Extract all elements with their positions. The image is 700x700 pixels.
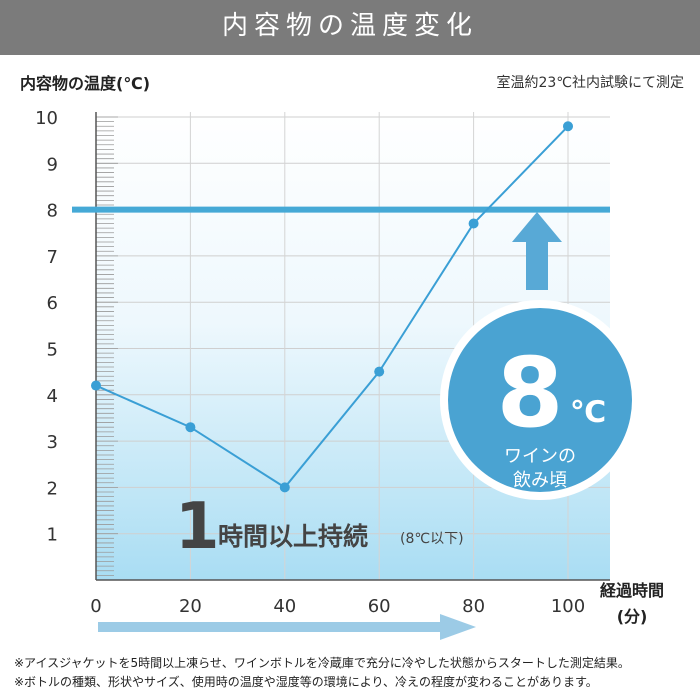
- x-tick-label: 0: [90, 596, 101, 617]
- x-axis-label: 経過時間 (分): [600, 578, 664, 630]
- x-axis-label-line1: 経過時間: [600, 581, 665, 600]
- x-tick-label: 40: [273, 596, 296, 617]
- footnote-2: ※ボトルの種類、形状やサイズ、使用時の温度や湿度等の環境により、冷えの程度が変わ…: [14, 675, 598, 689]
- y-tick-label: 1: [47, 525, 58, 546]
- duration-condition: (8℃以下): [400, 531, 464, 547]
- x-axis-label-line2: (分): [616, 607, 648, 626]
- data-point: [468, 218, 479, 229]
- footnote-1: ※アイスジャケットを5時間以上凍らせ、ワインボトルを冷蔵庫で充分に冷やした状態か…: [14, 656, 630, 670]
- badge-circle: [448, 308, 632, 492]
- y-tick-label: 5: [47, 340, 58, 361]
- time-arrow-head: [440, 614, 476, 640]
- data-point: [91, 380, 101, 391]
- data-point: [374, 366, 385, 377]
- time-arrow-shaft: [98, 622, 443, 632]
- x-tick-label: 20: [179, 596, 202, 617]
- y-tick-label: 9: [47, 154, 58, 175]
- y-tick-label: 2: [47, 478, 58, 499]
- y-axis-label: 内容物の温度(℃): [20, 74, 151, 93]
- x-tick-label: 100: [551, 596, 585, 617]
- duration-text: 時間以上持続: [218, 522, 368, 551]
- y-tick-label: 8: [47, 201, 58, 222]
- duration-number: 1: [175, 490, 220, 564]
- badge-line1: ワインの: [504, 446, 576, 467]
- x-tick-label: 80: [462, 596, 485, 617]
- data-point: [185, 422, 196, 433]
- badge-unit: ℃: [570, 395, 606, 430]
- y-tick-label: 3: [47, 432, 58, 453]
- test-condition-note: 室温約23℃社内試験にて測定: [496, 75, 684, 91]
- y-tick-label: 4: [47, 386, 58, 407]
- y-tick-label: 7: [47, 247, 58, 268]
- series-line: [95, 125, 569, 489]
- up-arrow-shaft: [526, 240, 548, 290]
- y-tick-label: 6: [47, 293, 58, 314]
- y-tick-label: 10: [35, 108, 58, 129]
- page-title: 内容物の温度変化: [0, 0, 700, 55]
- up-arrow-head: [512, 212, 562, 242]
- badge-line2: 飲み頃: [513, 470, 567, 491]
- data-point: [279, 482, 290, 493]
- x-tick-label: 60: [368, 596, 391, 617]
- data-point: [563, 121, 573, 132]
- badge-value: 8: [497, 337, 564, 449]
